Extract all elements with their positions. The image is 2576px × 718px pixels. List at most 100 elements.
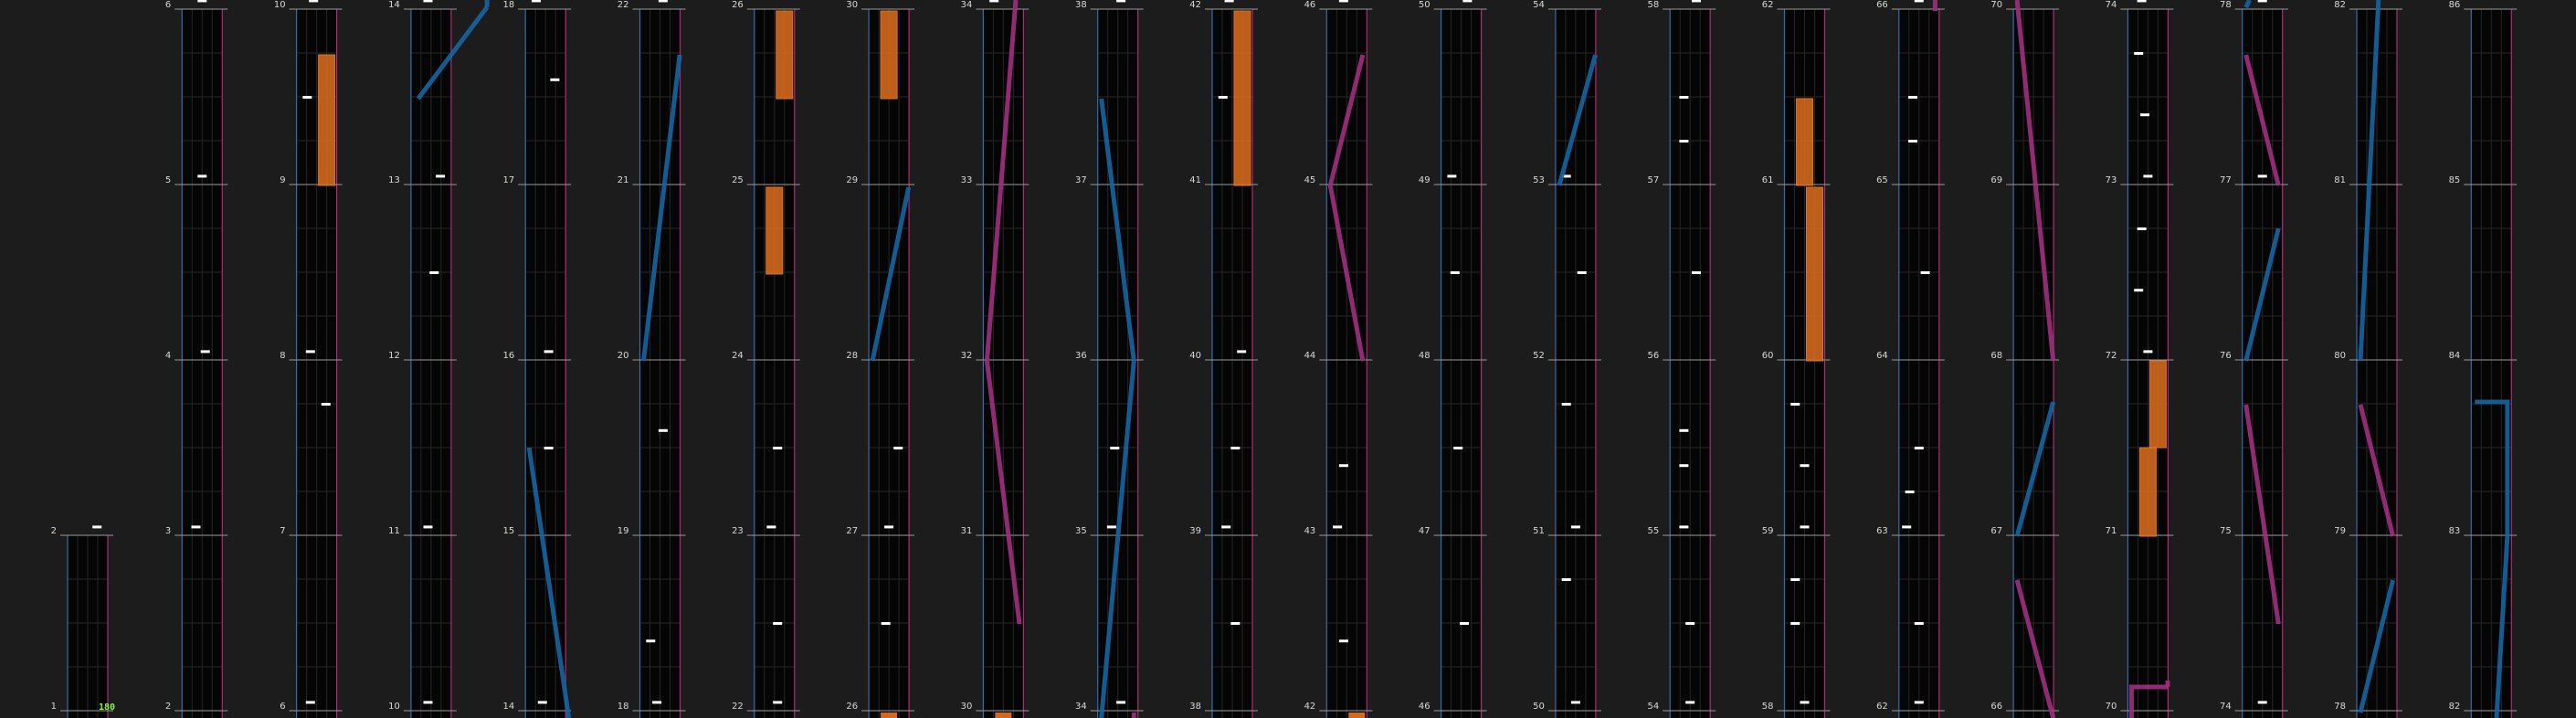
chip-note — [92, 525, 102, 529]
measure-number: 17 — [502, 175, 514, 185]
measure-number: 6 — [280, 702, 285, 712]
measure-number: 64 — [1876, 351, 1888, 361]
chip-note — [1914, 447, 1924, 449]
chip-note — [1685, 701, 1695, 704]
chip-note — [1106, 525, 1116, 529]
measure-number: 74 — [2106, 0, 2117, 10]
left-laser — [1557, 54, 1598, 186]
measure-number: 56 — [1647, 351, 1659, 361]
measure-number: 16 — [502, 351, 514, 361]
measure-number: 83 — [2449, 526, 2461, 536]
measure-number: 45 — [1304, 175, 1316, 185]
measure-number: 10 — [274, 0, 286, 10]
measure-number: 40 — [1189, 351, 1201, 361]
chip-note — [652, 701, 662, 704]
measure-number: 78 — [2334, 702, 2346, 712]
measure-number: 18 — [618, 702, 629, 712]
measure-number: 34 — [1075, 702, 1087, 712]
fx-long-note — [1348, 713, 1366, 718]
measure-number: 13 — [388, 175, 400, 185]
chip-note — [1338, 464, 1348, 468]
chip-note — [1679, 428, 1689, 432]
measure-number: 49 — [1419, 175, 1431, 185]
chip-note — [1679, 96, 1689, 99]
measure-number: 34 — [961, 0, 973, 10]
measure-number: 26 — [732, 0, 744, 10]
measure-number: 14 — [502, 702, 514, 712]
measure-number: 30 — [961, 702, 973, 712]
chip-note — [1333, 525, 1343, 529]
measure-number: 61 — [1762, 175, 1774, 185]
left-laser — [2243, 227, 2281, 362]
chip-note — [1338, 0, 1348, 3]
left-laser — [2243, 0, 2252, 9]
fx-long-note — [995, 713, 1012, 718]
left-laser — [2358, 0, 2381, 362]
measure-number: 65 — [1876, 175, 1888, 185]
measure-number: 42 — [1189, 0, 1201, 10]
measure-number: 15 — [502, 526, 514, 536]
measure-number: 25 — [732, 175, 744, 185]
measure-number: 42 — [1304, 702, 1316, 712]
measure-number: 46 — [1304, 0, 1316, 10]
measure-number: 30 — [846, 0, 858, 10]
measure-number: 18 — [502, 0, 514, 10]
chip-note — [1692, 0, 1701, 3]
measure-number: 72 — [2106, 351, 2117, 361]
chip-note — [1453, 447, 1463, 449]
chip-note — [1218, 96, 1228, 99]
bpm-label: 180 — [99, 702, 115, 713]
chip-note — [1790, 578, 1800, 581]
measure-number: 50 — [1419, 0, 1431, 10]
chip-note — [423, 701, 433, 704]
chip-note — [1692, 271, 1701, 274]
chip-note — [550, 78, 560, 81]
chip-note — [544, 447, 554, 449]
chip-note — [537, 701, 547, 704]
chip-note — [1561, 578, 1571, 581]
chip-note — [1800, 701, 1810, 704]
measure-number: 22 — [618, 0, 629, 10]
chip-note — [1679, 525, 1689, 529]
right-laser — [2014, 579, 2056, 718]
measure-number: 36 — [1075, 351, 1087, 361]
measure-number: 3 — [165, 526, 171, 536]
left-laser — [641, 54, 682, 362]
chip-note — [1230, 447, 1240, 449]
chip-note — [773, 701, 783, 704]
measure-number: 39 — [1189, 526, 1201, 536]
chip-note — [1230, 622, 1240, 625]
chip-note — [302, 96, 312, 99]
chip-note — [1790, 622, 1800, 625]
chip-note — [197, 0, 207, 3]
measure-number: 52 — [1533, 351, 1545, 361]
chip-note — [1905, 491, 1915, 493]
left-laser — [416, 5, 490, 100]
measure-number: 8 — [280, 351, 285, 361]
measure-number: 35 — [1075, 526, 1087, 536]
chip-note — [1338, 639, 1348, 643]
measure-number: 22 — [732, 702, 744, 712]
chip-note — [2257, 174, 2267, 178]
measure-number: 19 — [618, 526, 629, 536]
chip-note — [321, 403, 331, 406]
chip-note — [1914, 0, 1924, 3]
chip-note — [646, 639, 656, 643]
measure-number: 62 — [1876, 702, 1888, 712]
chip-note — [2143, 350, 2153, 354]
measure-number: 80 — [2334, 351, 2346, 361]
chip-note — [2137, 0, 2147, 3]
chip-note — [429, 271, 439, 274]
chip-note — [1561, 403, 1571, 406]
chip-note — [766, 525, 776, 529]
measure-number: 12 — [388, 351, 400, 361]
fx-long-note — [2148, 360, 2167, 449]
fx-long-note — [776, 10, 794, 100]
chip-note — [2134, 52, 2144, 55]
chip-note — [1237, 350, 1247, 354]
measure-number: 85 — [2449, 175, 2461, 185]
chip-note — [1679, 464, 1689, 468]
left-laser — [870, 186, 912, 362]
measure-number: 67 — [1990, 526, 2002, 536]
